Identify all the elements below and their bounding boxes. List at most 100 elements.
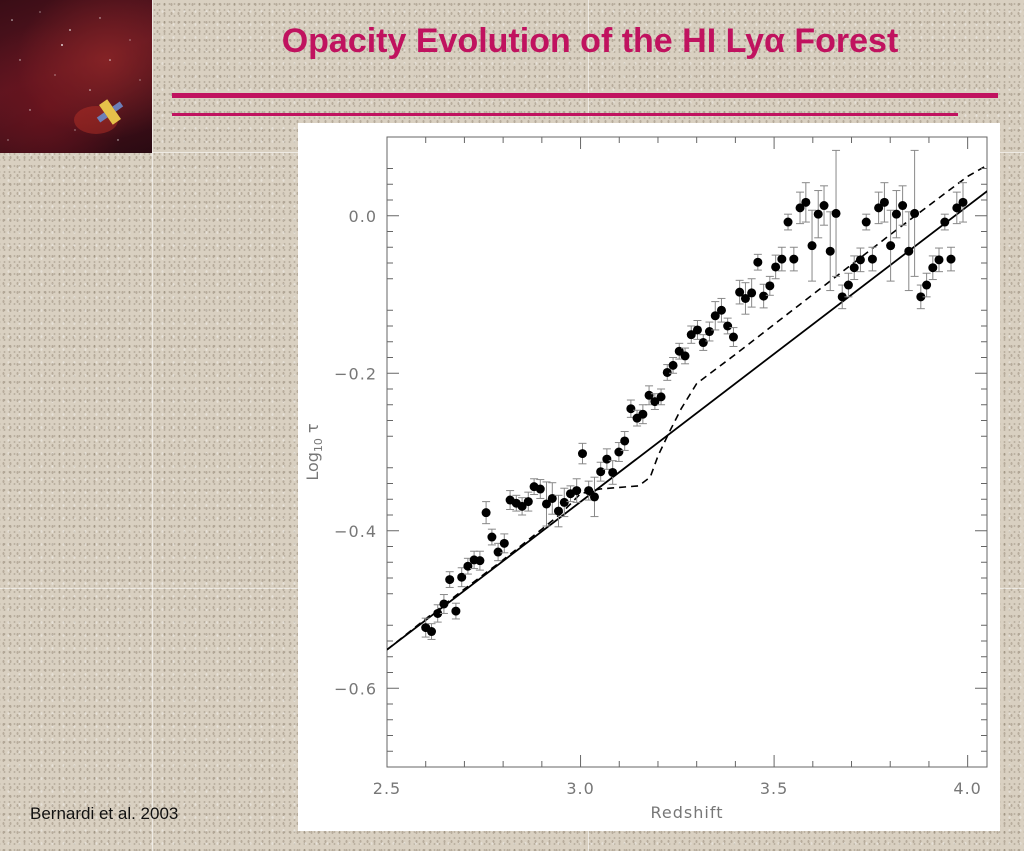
- data-point: [886, 241, 896, 251]
- chart-axes-layer: 2.5 3.0 3.5 4.0 0.0 −0.2 −0.4 −0.6: [334, 137, 987, 798]
- y-axis-label: Log10 τ: [303, 423, 325, 480]
- data-point: [837, 292, 847, 302]
- data-point: [547, 493, 557, 503]
- y-tick-label: −0.4: [334, 522, 377, 541]
- data-point: [493, 547, 503, 557]
- plot-frame: [386, 136, 988, 768]
- background-seam: [152, 0, 153, 851]
- data-point: [704, 327, 714, 337]
- data-point: [807, 241, 817, 251]
- data-point: [433, 608, 443, 618]
- data-point: [849, 263, 859, 273]
- data-point: [451, 606, 461, 616]
- data-point: [680, 351, 690, 361]
- y-tick-label: 0.0: [349, 207, 377, 226]
- chart-panel: 2.5 3.0 3.5 4.0 0.0 −0.2 −0.4 −0.6 Redshift Log…: [298, 123, 1000, 831]
- x-axis-label: Redshift: [651, 803, 724, 822]
- data-point: [831, 208, 841, 218]
- data-point: [475, 556, 485, 566]
- data-point: [644, 390, 654, 400]
- data-point: [879, 197, 889, 207]
- solid-fit-line: [387, 190, 987, 651]
- data-point: [825, 246, 835, 256]
- data-point: [934, 255, 944, 265]
- data-point: [668, 360, 678, 370]
- data-point: [608, 467, 618, 477]
- data-point: [535, 484, 545, 494]
- data-point: [686, 330, 696, 340]
- dashed-fit-line: [387, 164, 987, 651]
- data-point: [958, 197, 968, 207]
- data-point: [481, 508, 491, 518]
- data-point: [589, 492, 599, 502]
- logo-image: [7, 11, 141, 141]
- data-point: [759, 291, 769, 301]
- x-tick-label: 3.0: [566, 779, 594, 798]
- data-point: [819, 201, 829, 211]
- data-point: [692, 325, 702, 335]
- citation: Bernardi et al. 2003: [30, 804, 179, 823]
- x-tick-label: 3.5: [760, 779, 788, 798]
- data-point: [614, 447, 624, 457]
- data-point: [801, 197, 811, 207]
- data-point: [596, 467, 606, 477]
- data-point: [445, 575, 455, 585]
- data-point: [777, 254, 787, 264]
- data-point: [602, 454, 612, 464]
- data-point: [795, 203, 805, 213]
- data-point: [946, 254, 956, 264]
- data-point: [698, 338, 708, 348]
- data-point: [910, 208, 920, 218]
- x-tick-label: 4.0: [953, 779, 981, 798]
- data-point: [553, 506, 563, 516]
- data-point: [874, 203, 884, 213]
- data-point: [771, 262, 781, 272]
- data-point: [922, 280, 932, 290]
- data-point: [740, 293, 750, 303]
- data-point: [789, 254, 799, 264]
- data-point: [716, 305, 726, 315]
- data-point: [457, 572, 467, 582]
- data-point: [541, 499, 551, 509]
- data-point: [747, 288, 757, 298]
- data-point: [620, 436, 630, 446]
- title-rule-thick: [172, 93, 998, 98]
- data-point: [439, 599, 449, 609]
- chart-data-layer: [387, 149, 987, 651]
- y-tick-label: −0.2: [334, 364, 377, 383]
- page-title: Opacity Evolution of the HI Lyα Forest: [281, 22, 899, 60]
- data-point: [427, 627, 437, 637]
- data-point: [559, 497, 569, 507]
- data-point: [662, 367, 672, 377]
- data-point: [843, 280, 853, 290]
- title-rule-thin: [172, 113, 958, 116]
- data-point: [940, 217, 950, 227]
- data-point: [753, 257, 763, 267]
- galaxy-telescope-logo: [0, 0, 152, 153]
- data-point: [952, 203, 962, 213]
- data-point: [867, 254, 877, 264]
- data-point: [783, 217, 793, 227]
- data-point: [904, 246, 914, 256]
- data-point: [626, 404, 636, 414]
- data-point: [891, 209, 901, 219]
- data-point: [487, 532, 497, 542]
- data-point: [855, 255, 865, 265]
- data-point: [650, 397, 660, 407]
- data-point: [813, 209, 823, 219]
- data-point: [916, 292, 926, 302]
- data-point: [584, 486, 594, 496]
- data-point: [765, 281, 775, 291]
- data-point: [723, 321, 733, 331]
- data-point: [735, 287, 745, 297]
- data-point: [861, 217, 871, 227]
- data-point: [517, 501, 527, 511]
- y-tick-label: −0.6: [334, 679, 377, 698]
- data-point: [898, 201, 908, 211]
- data-point: [728, 332, 738, 342]
- data-point: [928, 263, 938, 273]
- data-point: [638, 409, 648, 419]
- data-point: [572, 486, 582, 496]
- data-point: [710, 311, 720, 321]
- chart: 2.5 3.0 3.5 4.0 0.0 −0.2 −0.4 −0.6 Redshift Log…: [303, 136, 988, 822]
